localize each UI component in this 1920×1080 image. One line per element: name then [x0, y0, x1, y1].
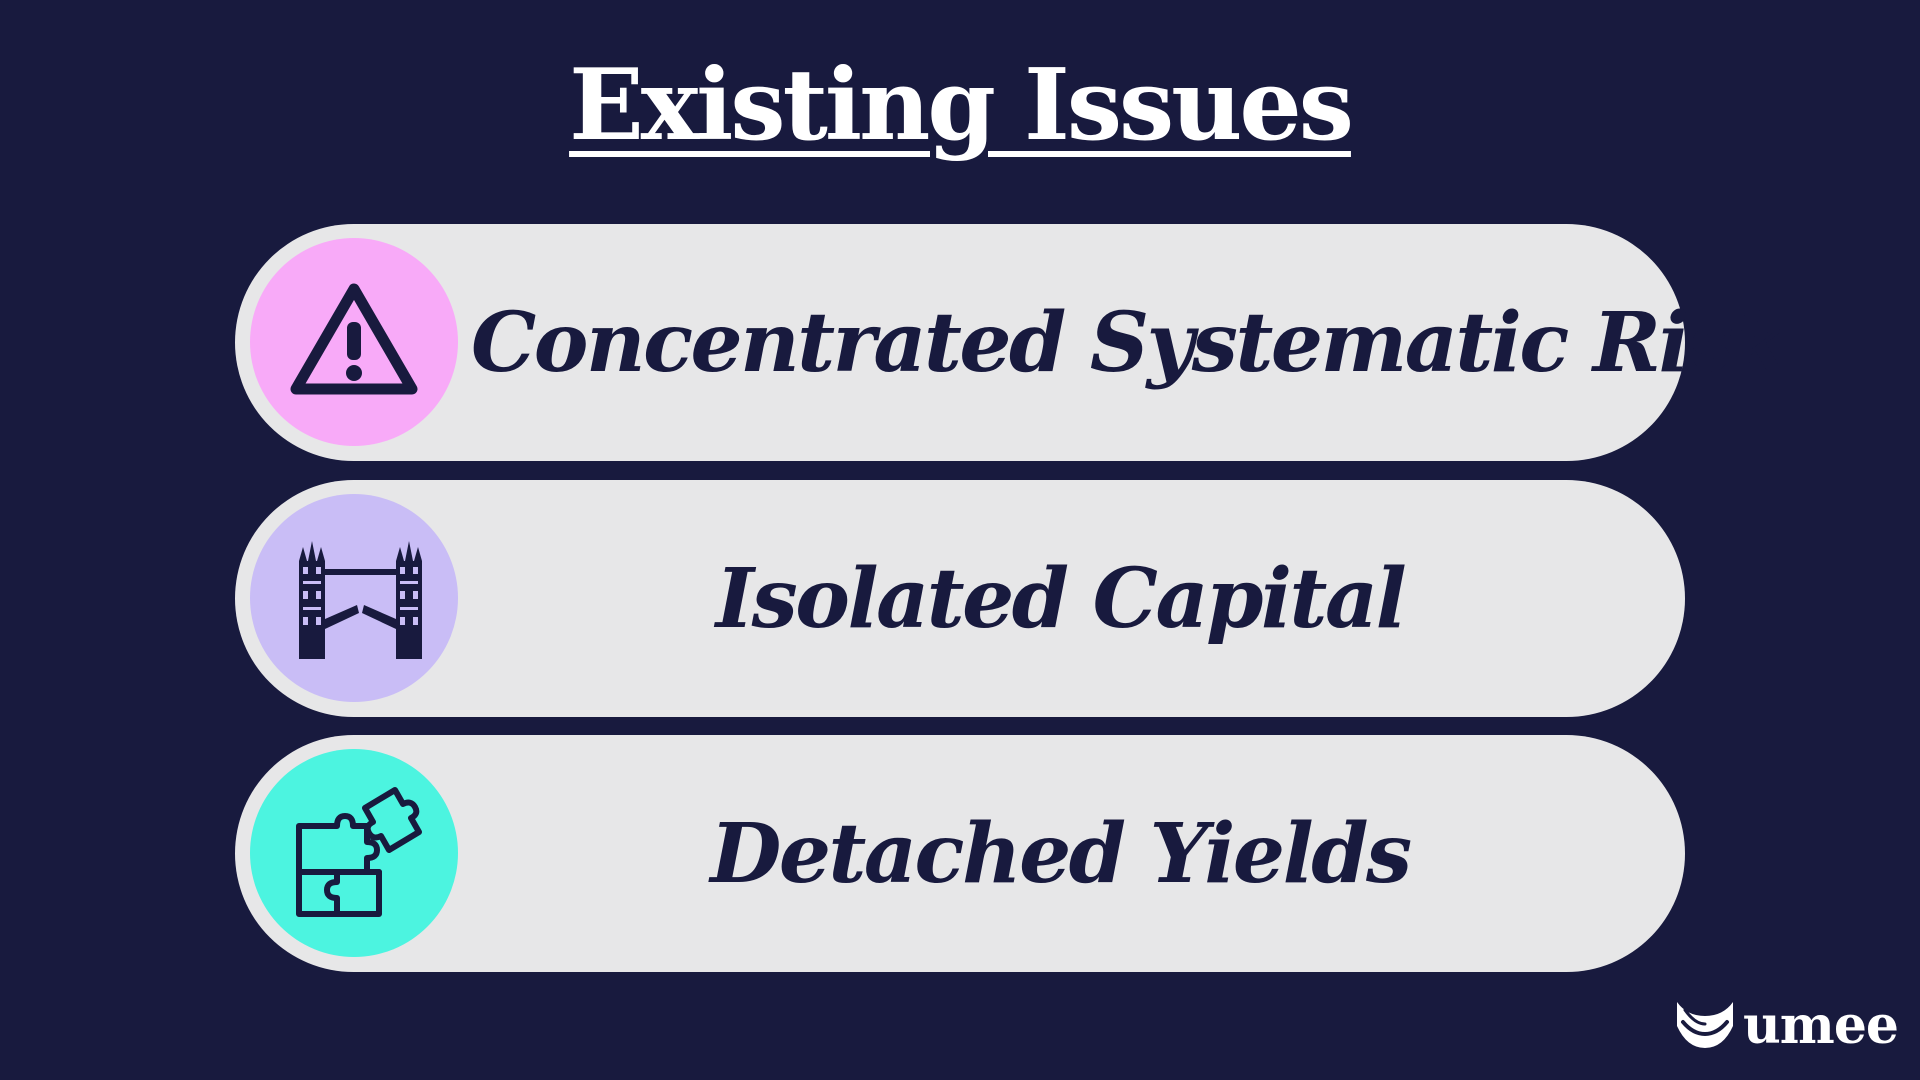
warning-triangle-icon: [250, 238, 458, 446]
page-title: Existing Issues: [569, 48, 1354, 163]
puzzle-pieces-icon: [250, 749, 458, 957]
issue-label: Isolated Capital: [715, 550, 1407, 647]
issue-card-detached-yields: Detached Yields: [235, 735, 1685, 972]
issue-label: Detached Yields: [710, 805, 1412, 902]
brand-name: umee: [1743, 995, 1899, 1056]
umee-logo: umee: [1673, 995, 1899, 1056]
issue-card-isolated-capital: Isolated Capital: [235, 480, 1685, 717]
umee-wave-logo-icon: [1673, 996, 1737, 1056]
tower-bridge-icon: [250, 494, 458, 702]
issue-card-concentrated-risk: Concentrated Systematic Risk: [235, 224, 1788, 461]
issue-label: Concentrated Systematic Risk: [471, 294, 1788, 391]
